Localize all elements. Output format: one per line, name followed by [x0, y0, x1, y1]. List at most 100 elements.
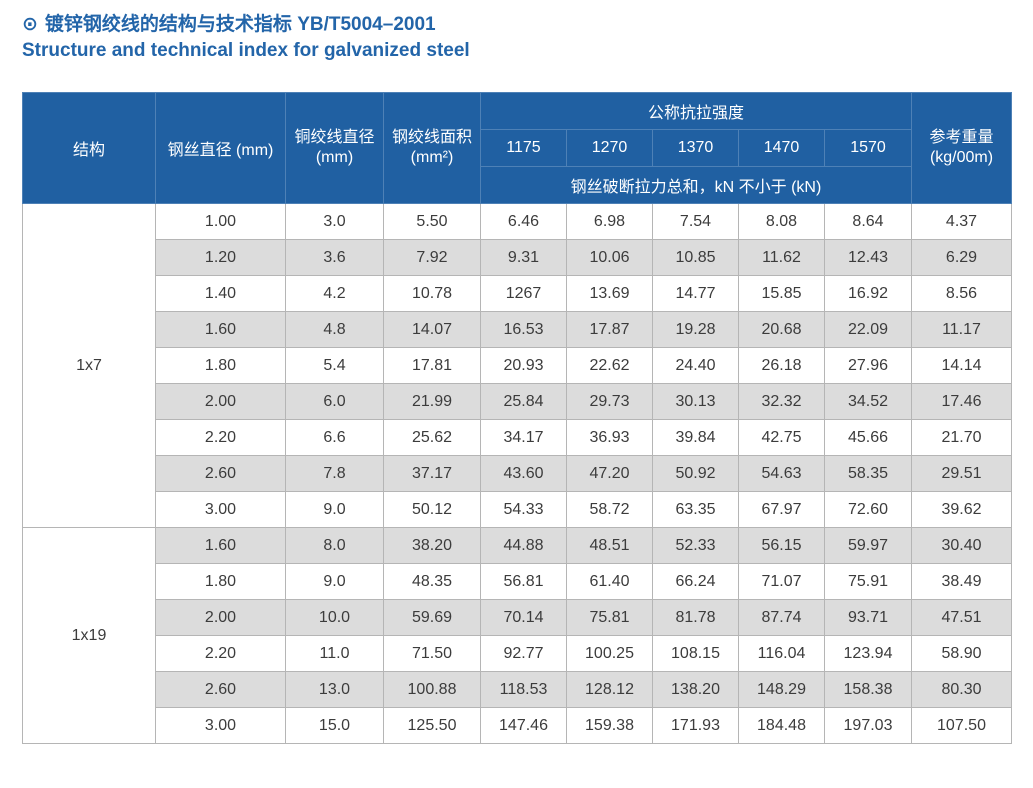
header-tensile-1470: 1470 [738, 129, 825, 167]
cell: 44.88 [480, 527, 567, 564]
cell: 10.06 [566, 239, 653, 276]
cell: 10.78 [383, 275, 481, 312]
cell: 58.35 [824, 455, 912, 492]
cell: 9.0 [285, 563, 384, 600]
cell: 8.08 [738, 203, 825, 240]
cell: 13.69 [566, 275, 653, 312]
cell: 184.48 [738, 707, 825, 744]
cell: 1267 [480, 275, 567, 312]
cell: 81.78 [652, 599, 739, 636]
cell: 29.73 [566, 383, 653, 420]
cell: 75.81 [566, 599, 653, 636]
cell: 56.81 [480, 563, 567, 600]
cell: 3.0 [285, 203, 384, 240]
cell: 2.00 [155, 383, 286, 420]
cell: 47.51 [911, 599, 1012, 636]
cell: 138.20 [652, 671, 739, 708]
cell: 17.87 [566, 311, 653, 348]
cell: 24.40 [652, 347, 739, 384]
cell: 52.33 [652, 527, 739, 564]
cell: 7.54 [652, 203, 739, 240]
cell: 27.96 [824, 347, 912, 384]
cell: 147.46 [480, 707, 567, 744]
cell: 123.94 [824, 635, 912, 672]
cell: 6.98 [566, 203, 653, 240]
header-tensile-1175: 1175 [480, 129, 567, 167]
cell: 15.85 [738, 275, 825, 312]
cell: 100.25 [566, 635, 653, 672]
cell: 11.17 [911, 311, 1012, 348]
cell: 6.29 [911, 239, 1012, 276]
cell: 43.60 [480, 455, 567, 492]
cell: 148.29 [738, 671, 825, 708]
cell: 171.93 [652, 707, 739, 744]
table-row: 2.60 13.0 100.88 118.53 128.12 138.20 148.29 15… [23, 671, 1012, 708]
circle-dot-icon: ⊙ [22, 14, 38, 35]
title-block: ⊙ 镀锌钢绞线的结构与技术指标 YB/T5004–2001 Structure a… [22, 12, 1011, 64]
table-row: 1.40 4.2 10.78 1267 13.69 14.77 15.85 16.92 8.56 [23, 275, 1012, 312]
cell: 21.99 [383, 383, 481, 420]
cell: 2.60 [155, 455, 286, 492]
cell: 2.20 [155, 635, 286, 672]
cell: 4.2 [285, 275, 384, 312]
cell: 21.70 [911, 419, 1012, 456]
cell: 56.15 [738, 527, 825, 564]
table-row: 1.20 3.6 7.92 9.31 10.06 10.85 11.62 12.43 6.29 [23, 239, 1012, 276]
cell: 3.6 [285, 239, 384, 276]
table-row: 2.00 6.0 21.99 25.84 29.73 30.13 32.32 34.52 17.… [23, 383, 1012, 420]
cell: 3.00 [155, 491, 286, 528]
cell: 80.30 [911, 671, 1012, 708]
cell: 48.51 [566, 527, 653, 564]
cell: 19.28 [652, 311, 739, 348]
cell: 116.04 [738, 635, 825, 672]
cell: 125.50 [383, 707, 481, 744]
cell: 71.07 [738, 563, 825, 600]
cell: 8.64 [824, 203, 912, 240]
table-row: 2.60 7.8 37.17 43.60 47.20 50.92 54.63 58.35 29.… [23, 455, 1012, 492]
cell: 10.85 [652, 239, 739, 276]
cell: 17.46 [911, 383, 1012, 420]
cell: 2.20 [155, 419, 286, 456]
cell: 17.81 [383, 347, 481, 384]
header-tensile-group: 公称抗拉强度 [480, 92, 912, 130]
cell: 9.0 [285, 491, 384, 528]
cell: 1.60 [155, 527, 286, 564]
cell: 30.40 [911, 527, 1012, 564]
cell: 11.0 [285, 635, 384, 672]
table-row: 2.20 11.0 71.50 92.77 100.25 108.15 116.04 123.… [23, 635, 1012, 672]
cell: 2.60 [155, 671, 286, 708]
cell: 1.60 [155, 311, 286, 348]
header-breaking-note: 钢丝破断拉力总和，kN 不小于 (kN) [480, 166, 912, 204]
header-structure: 结构 [22, 92, 156, 204]
cell: 59.97 [824, 527, 912, 564]
cell: 20.68 [738, 311, 825, 348]
header-ref-weight: 参考重量 (kg/00m) [911, 92, 1012, 204]
cell: 22.09 [824, 311, 912, 348]
cell: 5.4 [285, 347, 384, 384]
cell: 8.56 [911, 275, 1012, 312]
cell: 6.0 [285, 383, 384, 420]
cell: 54.33 [480, 491, 567, 528]
cell: 50.12 [383, 491, 481, 528]
cell: 59.69 [383, 599, 481, 636]
cell: 4.37 [911, 203, 1012, 240]
cell: 158.38 [824, 671, 912, 708]
cell: 6.46 [480, 203, 567, 240]
cell: 12.43 [824, 239, 912, 276]
structure-cell: 1x7 [22, 203, 156, 528]
header-tensile-1370: 1370 [652, 129, 739, 167]
cell: 93.71 [824, 599, 912, 636]
spec-table: 结构 钢丝直径 (mm) 铜绞线直径 (mm) 钢绞线面积 (mm²) 公称抗拉… [22, 92, 1012, 744]
header-tensile-1570: 1570 [824, 129, 912, 167]
cell: 32.32 [738, 383, 825, 420]
cell: 36.93 [566, 419, 653, 456]
cell: 72.60 [824, 491, 912, 528]
table-row: 1.60 4.8 14.07 16.53 17.87 19.28 20.68 22.09 11.… [23, 311, 1012, 348]
cell: 25.62 [383, 419, 481, 456]
cell: 14.07 [383, 311, 481, 348]
cell: 37.17 [383, 455, 481, 492]
cell: 34.52 [824, 383, 912, 420]
cell: 1.40 [155, 275, 286, 312]
cell: 42.75 [738, 419, 825, 456]
